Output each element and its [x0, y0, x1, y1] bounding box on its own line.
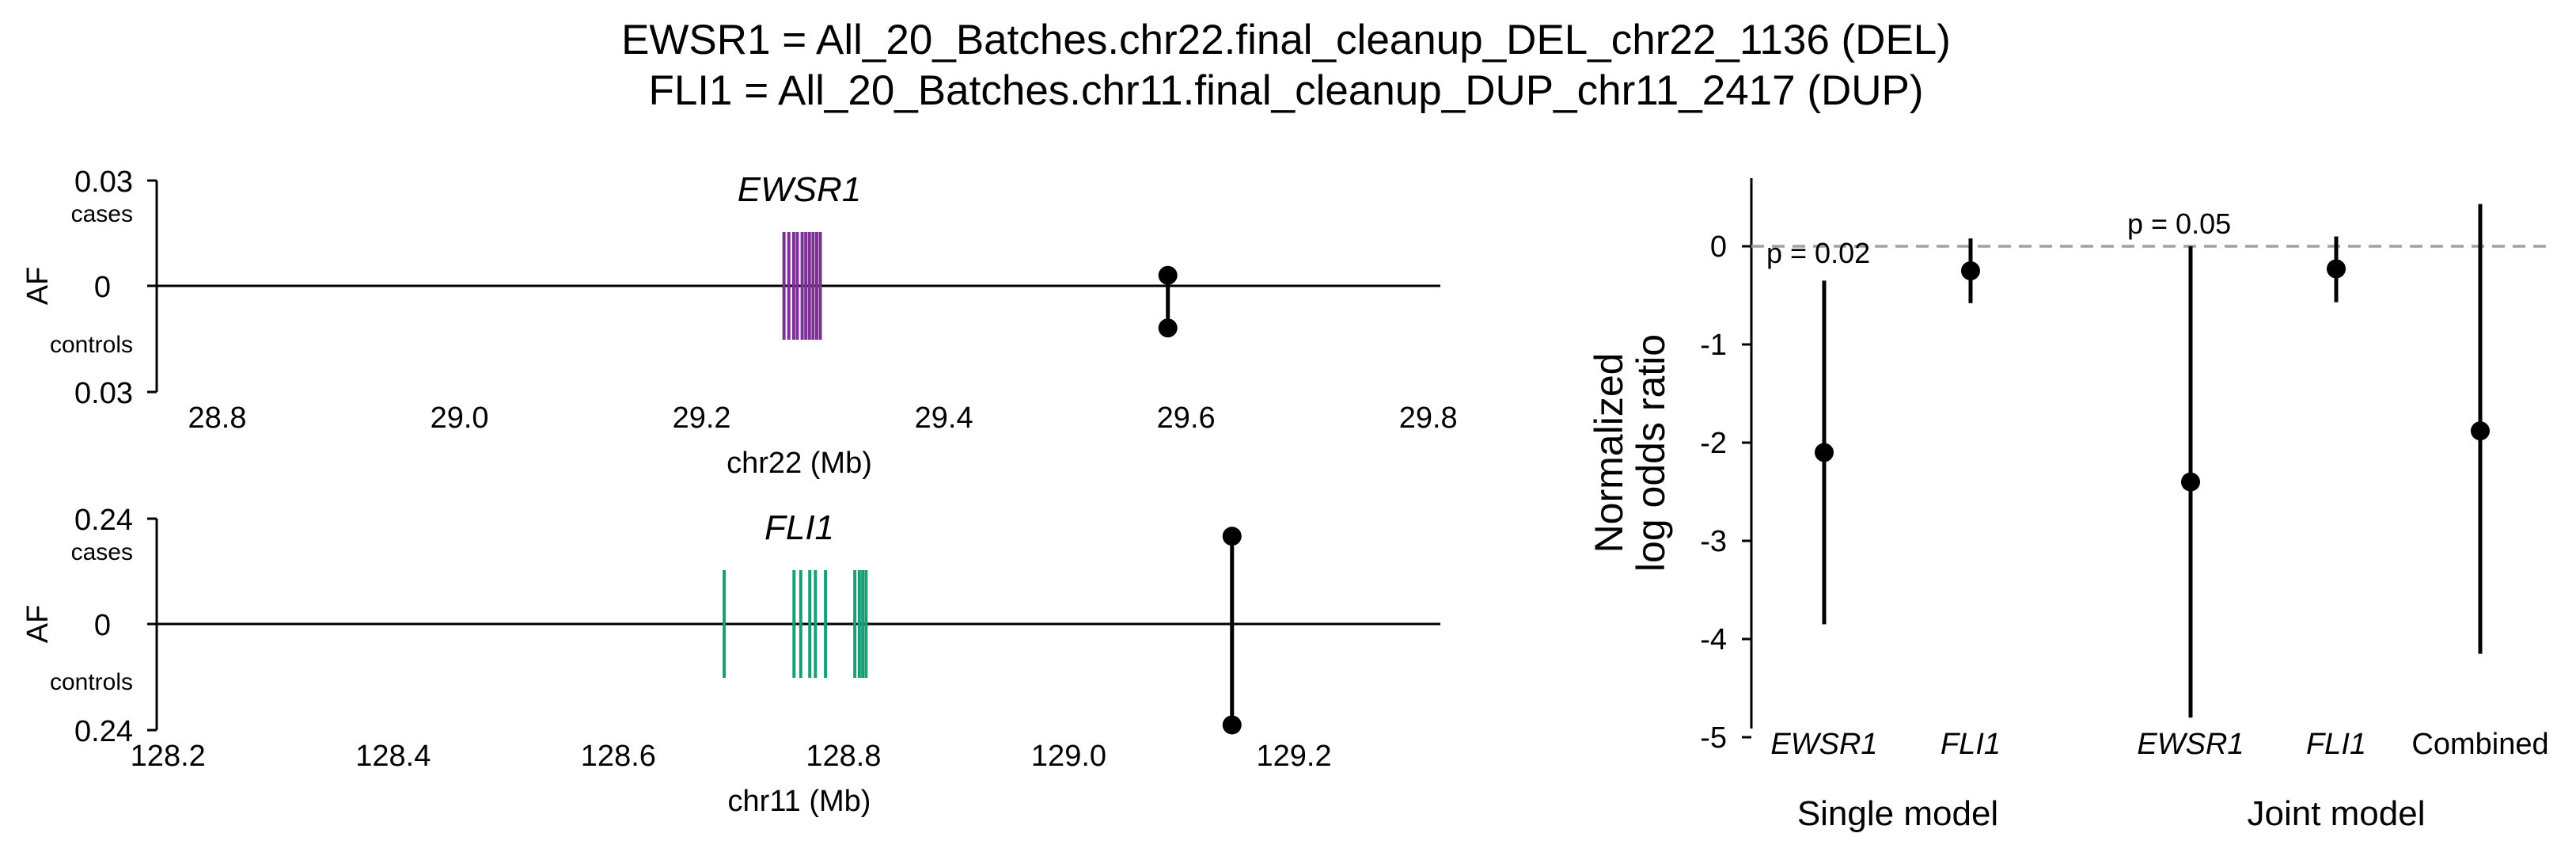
ewsr1-xtick-label: 29.8: [1399, 401, 1458, 435]
or-y-axis-label-line-2: log odds ratio: [1629, 334, 1673, 572]
fli1-ytick-zero-label: 0: [94, 609, 111, 642]
or-xtick-label: FLI1: [2306, 728, 2366, 761]
or-ytick-label: -1: [1700, 329, 1727, 362]
or-ytick-label: -3: [1700, 525, 1727, 558]
fli1-xtick-label: 128.8: [806, 740, 881, 773]
ewsr1-y-axis-label: AF: [21, 267, 55, 306]
ewsr1-controls-label: controls: [50, 332, 133, 358]
fli1-variant-case-point: [1222, 527, 1242, 546]
fli1-track-panel: 0.24 cases 0 controls 0.24 AF FLI1 chr11…: [21, 504, 1440, 818]
ewsr1-xtick-label: 29.4: [915, 401, 973, 435]
fli1-y-axis-label: AF: [21, 605, 55, 644]
fli1-ytick-bottom-label: 0.24: [74, 715, 133, 748]
or-point: [1961, 261, 1980, 280]
title-line-1: EWSR1 = All_20_Batches.chr22.final_clean…: [621, 17, 1951, 63]
or-y-axis-label-line-1: Normalized: [1587, 353, 1631, 554]
or-point: [2327, 259, 2346, 279]
or-ytick-label: 0: [1710, 230, 1727, 264]
ewsr1-xtick-label: 29.2: [673, 401, 731, 435]
odds-ratio-panel: 0 -1 -2 -3 -4 -5 Normalized log odds ratio p …: [1587, 178, 2552, 833]
ewsr1-x-axis-label: chr22 (Mb): [727, 447, 872, 480]
group-label-joint-model: Joint model: [2247, 794, 2425, 833]
p-value-joint: p = 0.05: [2127, 207, 2231, 240]
fli1-gene-label: FLI1: [764, 508, 834, 547]
or-point: [1815, 443, 1834, 462]
ewsr1-xtick-label: 29.0: [431, 401, 489, 435]
ewsr1-xtick-label: 29.6: [1157, 401, 1216, 435]
fli1-xtick-label: 128.6: [581, 740, 656, 773]
fli1-xtick-label: 128.4: [355, 740, 431, 773]
title-line-2: FLI1 = All_20_Batches.chr11.final_cleanu…: [648, 67, 1923, 114]
fli1-x-axis-label: chr11 (Mb): [728, 785, 871, 818]
ewsr1-variant-case-point: [1158, 265, 1178, 285]
ewsr1-ytick-bottom-label: 0.03: [74, 377, 133, 410]
fli1-xtick-label: 129.2: [1256, 740, 1331, 773]
or-ytick-label: -4: [1700, 623, 1727, 656]
ewsr1-variant-control-point: [1158, 318, 1178, 338]
p-value-single: p = 0.02: [1766, 237, 1870, 269]
ewsr1-track-panel: 0.03 cases 0 controls 0.03 AF EWSR1 chr2…: [21, 165, 1458, 480]
fli1-cases-label: cases: [71, 539, 133, 565]
or-xtick-label: FLI1: [1941, 728, 2001, 761]
or-ytick-label: -5: [1700, 721, 1727, 755]
or-xtick-label: EWSR1: [1770, 728, 1877, 761]
ewsr1-ytick-top-label: 0.03: [74, 165, 133, 199]
or-ytick-label: -2: [1700, 427, 1727, 460]
fli1-ytick-top-label: 0.24: [74, 504, 133, 537]
ewsr1-ytick-zero-label: 0: [94, 271, 111, 304]
fli1-variant-control-point: [1222, 715, 1242, 735]
ewsr1-gene-label: EWSR1: [738, 170, 861, 209]
or-point: [2471, 421, 2490, 441]
or-xtick-label: EWSR1: [2137, 728, 2244, 761]
fli1-controls-label: controls: [50, 669, 133, 695]
group-label-single-model: Single model: [1797, 794, 1998, 833]
fli1-xtick-label: 128.2: [131, 740, 206, 773]
ewsr1-xtick-label: 28.8: [188, 401, 247, 435]
fli1-xtick-label: 129.0: [1031, 740, 1106, 773]
ewsr1-cases-label: cases: [71, 201, 133, 227]
or-point: [2181, 472, 2200, 492]
or-xtick-label: Combined: [2411, 728, 2548, 761]
